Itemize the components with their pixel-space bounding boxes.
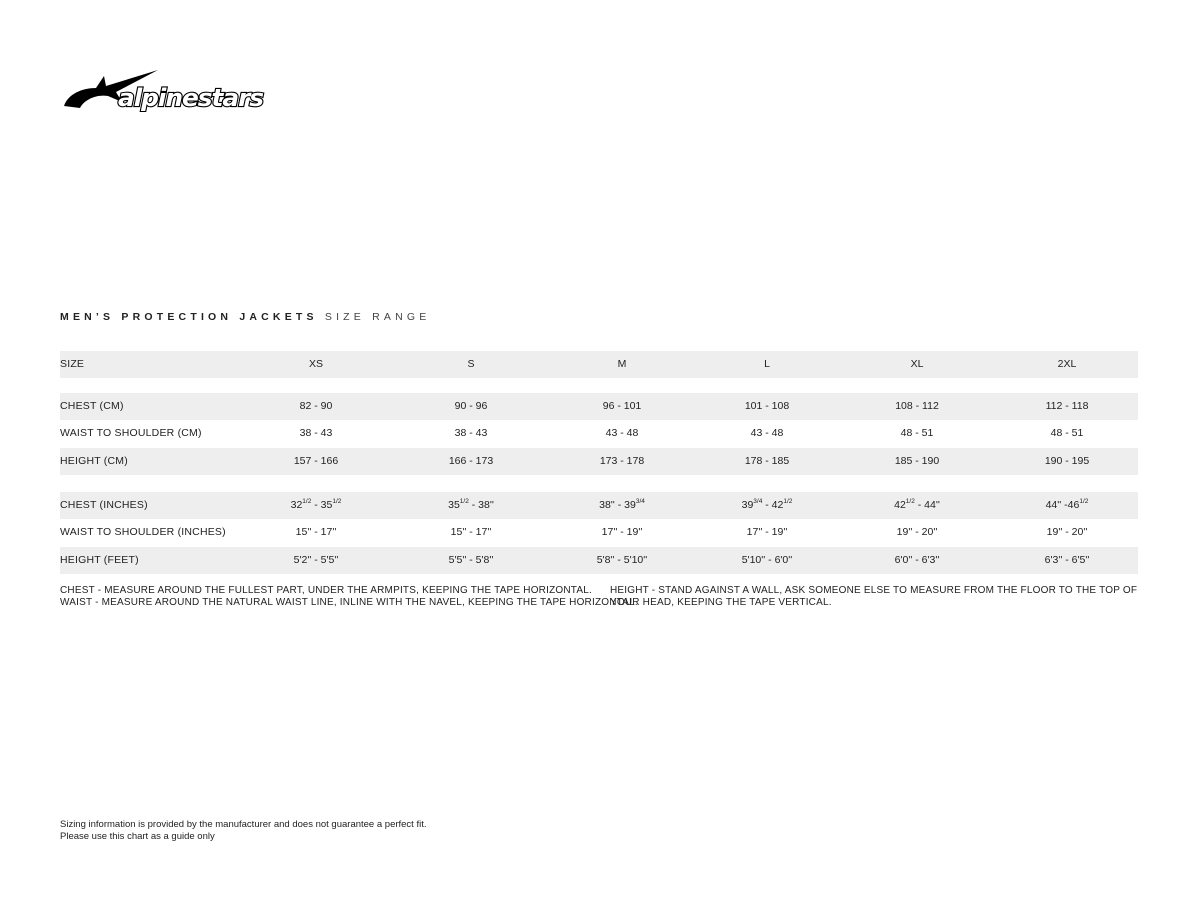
table-cell: 15'' - 17'': [450, 526, 492, 538]
title-light: SIZE RANGE: [324, 311, 431, 323]
row-label: SIZE: [60, 358, 85, 370]
table-cell: 38 - 43: [299, 427, 333, 439]
page-title: MEN’S PROTECTION JACKETS SIZE RANGE: [60, 311, 430, 323]
table-cell: 5'2'' - 5'5'': [293, 554, 339, 566]
table-row: WAIST TO SHOULDER (INCHES) 15'' - 17'' 15'…: [60, 519, 1138, 546]
header-row: SIZE XS S M L XL 2XL: [60, 351, 1138, 378]
table-cell: 101 - 108: [744, 400, 790, 412]
table-cell: 2XL: [1057, 358, 1077, 370]
table-row: WAIST TO SHOULDER (CM) 38 - 43 38 - 43 43 -…: [60, 420, 1138, 447]
table-cell: 190 - 195: [1044, 455, 1090, 467]
alpinestars-logo: alpinestars: [64, 70, 265, 112]
row-label: CHEST (INCHES): [60, 499, 148, 511]
table-cell: 17'' - 19'': [746, 526, 788, 538]
table-cell: 48 - 51: [900, 427, 934, 439]
table-cell: 90 - 96: [454, 400, 488, 412]
row-label: CHEST (CM): [60, 400, 124, 412]
table-cell: 82 - 90: [299, 400, 333, 412]
table-row: CHEST (CM) 82 - 90 90 - 96 96 - 101 101 - 10…: [60, 393, 1138, 420]
table-cell: S: [467, 358, 475, 370]
title-bold: MEN’S PROTECTION JACKETS: [60, 311, 318, 323]
table-cell: 157 - 166: [293, 455, 339, 467]
table-cell: 108 - 112: [895, 400, 939, 412]
table-cell: L: [764, 358, 770, 370]
row-label: HEIGHT (CM): [60, 455, 128, 467]
row-label: HEIGHT (FEET): [60, 554, 139, 566]
row-label: WAIST TO SHOULDER (CM): [60, 427, 202, 439]
table-cell: XL: [910, 358, 924, 370]
table-cell: 173 - 178: [599, 455, 645, 467]
disclaimer-line-1: Sizing information is provided by the ma…: [60, 819, 427, 830]
waist-note: WAIST - MEASURE AROUND THE NATURAL WAIST…: [60, 596, 638, 608]
table-cell: 6'3'' - 6'5'': [1044, 554, 1090, 566]
table-cell: 5'5'' - 5'8'': [448, 554, 494, 566]
table-row: CHEST (INCHES) 321/2 - 351/2 351/2 - 38'' 3…: [60, 492, 1138, 519]
chest-note: CHEST - MEASURE AROUND THE FULLEST PART,…: [60, 585, 592, 596]
row-label: WAIST TO SHOULDER (INCHES): [60, 526, 226, 538]
table-cell: 6'0'' - 6'3'': [894, 554, 940, 566]
table-cell: 166 - 173: [448, 455, 494, 467]
table-cell: 321/2 - 351/2: [290, 498, 342, 511]
table-cell: 48 - 51: [1050, 427, 1084, 439]
table-cell: 351/2 - 38'': [448, 498, 494, 511]
table-cell: 178 - 185: [744, 455, 790, 467]
table-cell: 19'' - 20'': [1046, 526, 1088, 538]
table-cell: 96 - 101: [602, 400, 642, 412]
table-cell: 112 - 118: [1045, 400, 1089, 412]
chest-waist-notes: CHEST - MEASURE AROUND THE FULLEST PART,…: [60, 585, 638, 608]
table-cell: M: [617, 358, 627, 370]
height-note: HEIGHT - STAND AGAINST A WALL, ASK SOMEO…: [610, 585, 1138, 608]
disclaimer-line-2: Please use this chart as a guide only: [60, 831, 215, 842]
table-row: HEIGHT (FEET) 5'2'' - 5'5'' 5'5'' - 5'8'' 5…: [60, 547, 1138, 574]
table-cell: 38 - 43: [454, 427, 488, 439]
table-cell: 44'' -461/2: [1045, 498, 1089, 511]
table-cell: XS: [308, 358, 324, 370]
table-cell: 185 - 190: [894, 455, 940, 467]
table-cell: 43 - 48: [605, 427, 639, 439]
table-cell: 43 - 48: [750, 427, 784, 439]
table-cell: 38'' - 393/4: [599, 498, 645, 511]
table-cell: 421/2 - 44'': [894, 498, 940, 511]
table-cell: 19'' - 20'': [896, 526, 938, 538]
disclaimer: Sizing information is provided by the ma…: [60, 819, 427, 843]
table-cell: 393/4 - 421/2: [741, 498, 793, 511]
table-cell: 5'8'' - 5'10'': [596, 554, 648, 566]
table-cell: 5'10'' - 6'0'': [741, 554, 793, 566]
table-cell: 17'' - 19'': [601, 526, 643, 538]
svg-text:alpinestars: alpinestars: [118, 84, 264, 112]
table-cell: 15'' - 17'': [295, 526, 337, 538]
table-row: HEIGHT (CM) 157 - 166 166 - 173 173 - 178 17…: [60, 448, 1138, 475]
